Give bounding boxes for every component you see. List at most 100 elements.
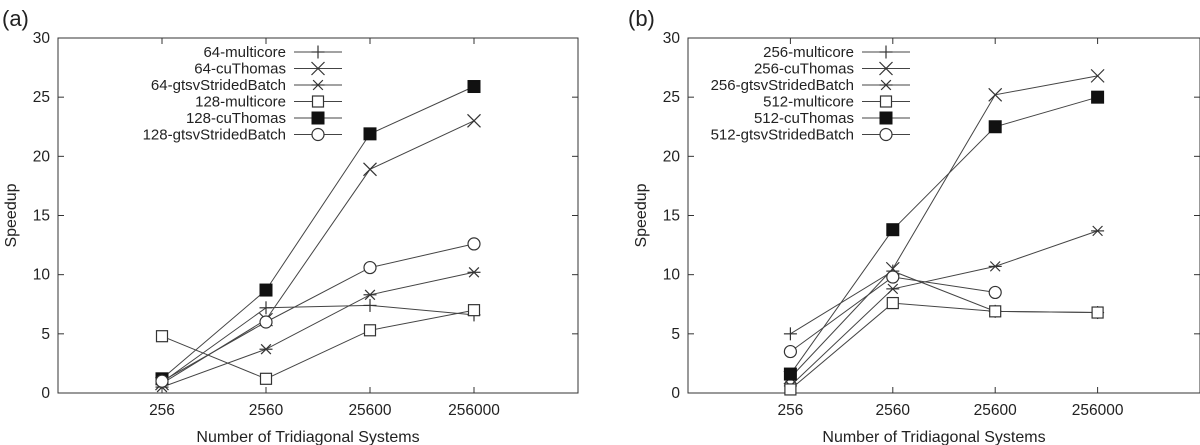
legend-item-128-cuthomas: 128-cuThomas (186, 110, 342, 127)
series-line-512-multicore (790, 302, 1098, 390)
data-point-256-gtsvstridedbatch-d2 (887, 283, 899, 295)
series-line-256-gtsvstridedbatch (790, 230, 1098, 387)
data-point-64-gtsvstridedbatch (467, 267, 481, 278)
data-point-64-gtsvstridedbatch (259, 343, 273, 355)
series-512-gtsvstridedbatch (783, 270, 1002, 359)
legend-marker (879, 127, 893, 142)
panel-b: (b) 0 5 10 15 20 25 30 256 2560 25600 256000 Number … (628, 6, 1200, 445)
legend-marker (879, 79, 893, 91)
data-point-256-cuthomas-d2 (1090, 68, 1105, 83)
y-tick-label: 30 (33, 30, 51, 47)
legend-item-512-multicore: 512-multicore (763, 94, 910, 111)
data-point-256-cuthomas (1090, 68, 1105, 83)
legend-label: 256-cuThomas (754, 61, 854, 78)
legend-label: 256-multicore (763, 44, 854, 61)
legend-label: 64-gtsvStridedBatch (151, 77, 286, 94)
panel-label: (a) (2, 6, 29, 31)
legend-marker (879, 61, 893, 76)
legend-item-256-multicore: 256-multicore (763, 44, 910, 61)
legend-marker (311, 111, 325, 125)
series-line-128-multicore (161, 309, 475, 380)
legend: 64-multicore64-cuThomas64-gtsvStridedBat… (143, 44, 342, 144)
legend-label: 128-multicore (195, 94, 286, 111)
legend-label: 256-gtsvStridedBatch (711, 77, 854, 94)
series-line-128-cuthomas (161, 86, 475, 380)
x-axis-title: Number of Tridiagonal Systems (822, 429, 1045, 445)
series-64-cuthomas (155, 113, 481, 391)
data-point-256-gtsvstridedbatch-d2 (1092, 225, 1103, 237)
series-64-multicore (155, 298, 481, 389)
data-point-256-multicore (783, 327, 797, 341)
y-tick-label: 25 (663, 89, 680, 106)
data-point-512-multicore (784, 383, 797, 396)
plot-frame (57, 37, 579, 394)
x-tick-label: 256000 (448, 402, 500, 419)
data-point-128-gtsvstridedbatch (363, 260, 377, 275)
data-point-512-cuthomas (988, 120, 1002, 134)
y-axis-title: Speedup (633, 183, 650, 247)
legend-label: 64-multicore (203, 44, 286, 61)
data-point-512-gtsvstridedbatch (988, 285, 1002, 300)
data-point-64-gtsvstridedbatch-d2 (468, 267, 480, 278)
legend-item-64-gtsvstridedbatch: 64-gtsvStridedBatch (151, 77, 342, 94)
data-point-64-cuthomas (467, 113, 481, 128)
data-point-256-gtsvstridedbatch (988, 261, 1002, 272)
y-tick-label: 10 (33, 267, 51, 284)
data-point-512-cuthomas (886, 223, 900, 237)
legend-marker (311, 45, 325, 59)
series-line-64-cuthomas (161, 120, 475, 384)
series-512-multicore (784, 296, 1104, 396)
y-tick-label: 10 (663, 267, 681, 284)
legend-marker (879, 95, 893, 108)
data-point-128-cuthomas (363, 127, 377, 141)
data-point-64-cuthomas (363, 162, 377, 177)
legend-marker (311, 127, 325, 142)
y-axis-title: Speedup (3, 183, 20, 247)
data-point-64-gtsvstridedbatch-d2 (260, 343, 272, 355)
data-point-512-cuthomas (1091, 90, 1105, 104)
series-512-cuthomas (783, 90, 1105, 381)
legend-marker (879, 111, 893, 125)
legend-marker (311, 79, 325, 91)
data-point-256-gtsvstridedbatch (886, 283, 900, 295)
legend-marker-d2 (311, 61, 325, 76)
series-line-256-multicore (790, 270, 1098, 335)
x-axis-title: Number of Tridiagonal Systems (196, 429, 419, 445)
series-line-256-cuthomas (790, 75, 1098, 378)
legend-item-128-gtsvstridedbatch: 128-gtsvStridedBatch (143, 127, 342, 144)
x-tick-label: 256 (149, 402, 175, 419)
legend-marker (311, 61, 325, 76)
data-point-256-cuthomas (988, 87, 1003, 102)
y-tick-label: 0 (671, 385, 680, 402)
data-point-256-gtsvstridedbatch (1091, 225, 1105, 237)
y-tick-label: 20 (33, 148, 51, 165)
legend-label: 512-multicore (763, 94, 854, 111)
legend-label: 128-cuThomas (186, 110, 286, 127)
data-point-64-cuthomas-d2 (363, 162, 377, 177)
y-tick-label: 15 (33, 208, 50, 225)
legend: 256-multicore256-cuThomas256-gtsvStrided… (711, 44, 910, 144)
data-point-128-multicore (363, 324, 377, 337)
data-point-128-cuthomas (467, 80, 481, 94)
y-tick-label: 0 (41, 385, 50, 402)
data-point-128-multicore (259, 372, 273, 385)
legend-item-64-cuthomas: 64-cuThomas (194, 61, 342, 78)
data-point-512-multicore (886, 296, 899, 310)
legend-item-256-cuthomas: 256-cuThomas (754, 61, 910, 78)
series-128-gtsvstridedbatch (155, 237, 481, 388)
series-line-128-gtsvstridedbatch (161, 243, 475, 382)
legend-label: 512-cuThomas (754, 110, 854, 127)
y-tick-label: 15 (663, 208, 680, 225)
legend-item-128-multicore: 128-multicore (195, 94, 342, 111)
x-tick-label: 25600 (348, 402, 391, 419)
x-tick-label: 2560 (249, 402, 284, 419)
data-point-512-multicore (1091, 306, 1104, 319)
y-tick-label: 20 (663, 148, 681, 165)
legend-item-512-cuthomas: 512-cuThomas (754, 110, 910, 127)
data-point-128-cuthomas (259, 283, 273, 297)
x-tick-label: 256 (777, 402, 803, 419)
data-point-512-multicore (989, 305, 1002, 318)
legend-item-256-gtsvstridedbatch: 256-gtsvStridedBatch (711, 77, 910, 94)
data-point-128-multicore (155, 330, 169, 343)
